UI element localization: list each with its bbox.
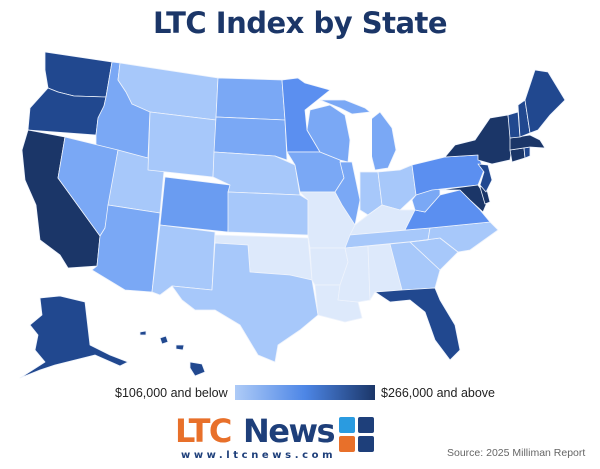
state-mn[interactable] [281, 77, 331, 153]
source-note: Source: 2025 Milliman Report [447, 447, 586, 459]
logo-square-bottom-left-icon [339, 436, 355, 452]
state-tx[interactable] [171, 242, 319, 363]
state-nm[interactable] [151, 224, 216, 296]
state-mi[interactable] [369, 111, 397, 171]
legend-low-label: $106,000 and below [115, 386, 228, 400]
logo-square-top-left-icon [339, 417, 355, 433]
state-ga[interactable] [389, 241, 441, 291]
state-ak[interactable] [19, 295, 129, 379]
state-ks[interactable] [227, 191, 309, 236]
logo-square-bottom-right-icon [358, 436, 374, 452]
legend-gradient-bar [235, 385, 375, 400]
state-il[interactable] [334, 161, 361, 226]
logo-square-top-right-icon [358, 417, 374, 433]
logo-news-text: News [243, 412, 336, 450]
state-me[interactable] [524, 69, 566, 134]
state-wa[interactable] [44, 51, 113, 98]
state-wy[interactable] [147, 111, 217, 178]
legend-high-label: $266,000 and above [381, 386, 495, 400]
state-vt[interactable] [507, 111, 521, 139]
color-legend: $106,000 and below $266,000 and above [0, 384, 600, 404]
state-sd[interactable] [213, 116, 288, 161]
logo-url-text: www.ltcnews.com [181, 450, 337, 461]
lake-superior [330, 88, 372, 105]
ltc-news-logo[interactable]: LTC News www.ltcnews.com [175, 412, 385, 462]
us-choropleth-map [19, 51, 566, 379]
state-md[interactable] [439, 184, 489, 213]
state-az[interactable] [91, 204, 161, 293]
logo-ltc-text: LTC [175, 412, 232, 450]
state-nd[interactable] [215, 77, 286, 121]
lake-michigan [362, 118, 372, 168]
state-nj[interactable] [477, 163, 493, 193]
state-co[interactable] [159, 176, 231, 233]
state-ma[interactable] [509, 134, 546, 151]
state-ny[interactable] [444, 114, 513, 165]
state-fl[interactable] [374, 287, 461, 361]
state-ct[interactable] [509, 147, 526, 163]
state-ri[interactable] [523, 146, 531, 159]
state-oh[interactable] [377, 164, 417, 211]
chart-title: LTC Index by State [152, 6, 448, 40]
state-hi[interactable] [139, 330, 206, 377]
